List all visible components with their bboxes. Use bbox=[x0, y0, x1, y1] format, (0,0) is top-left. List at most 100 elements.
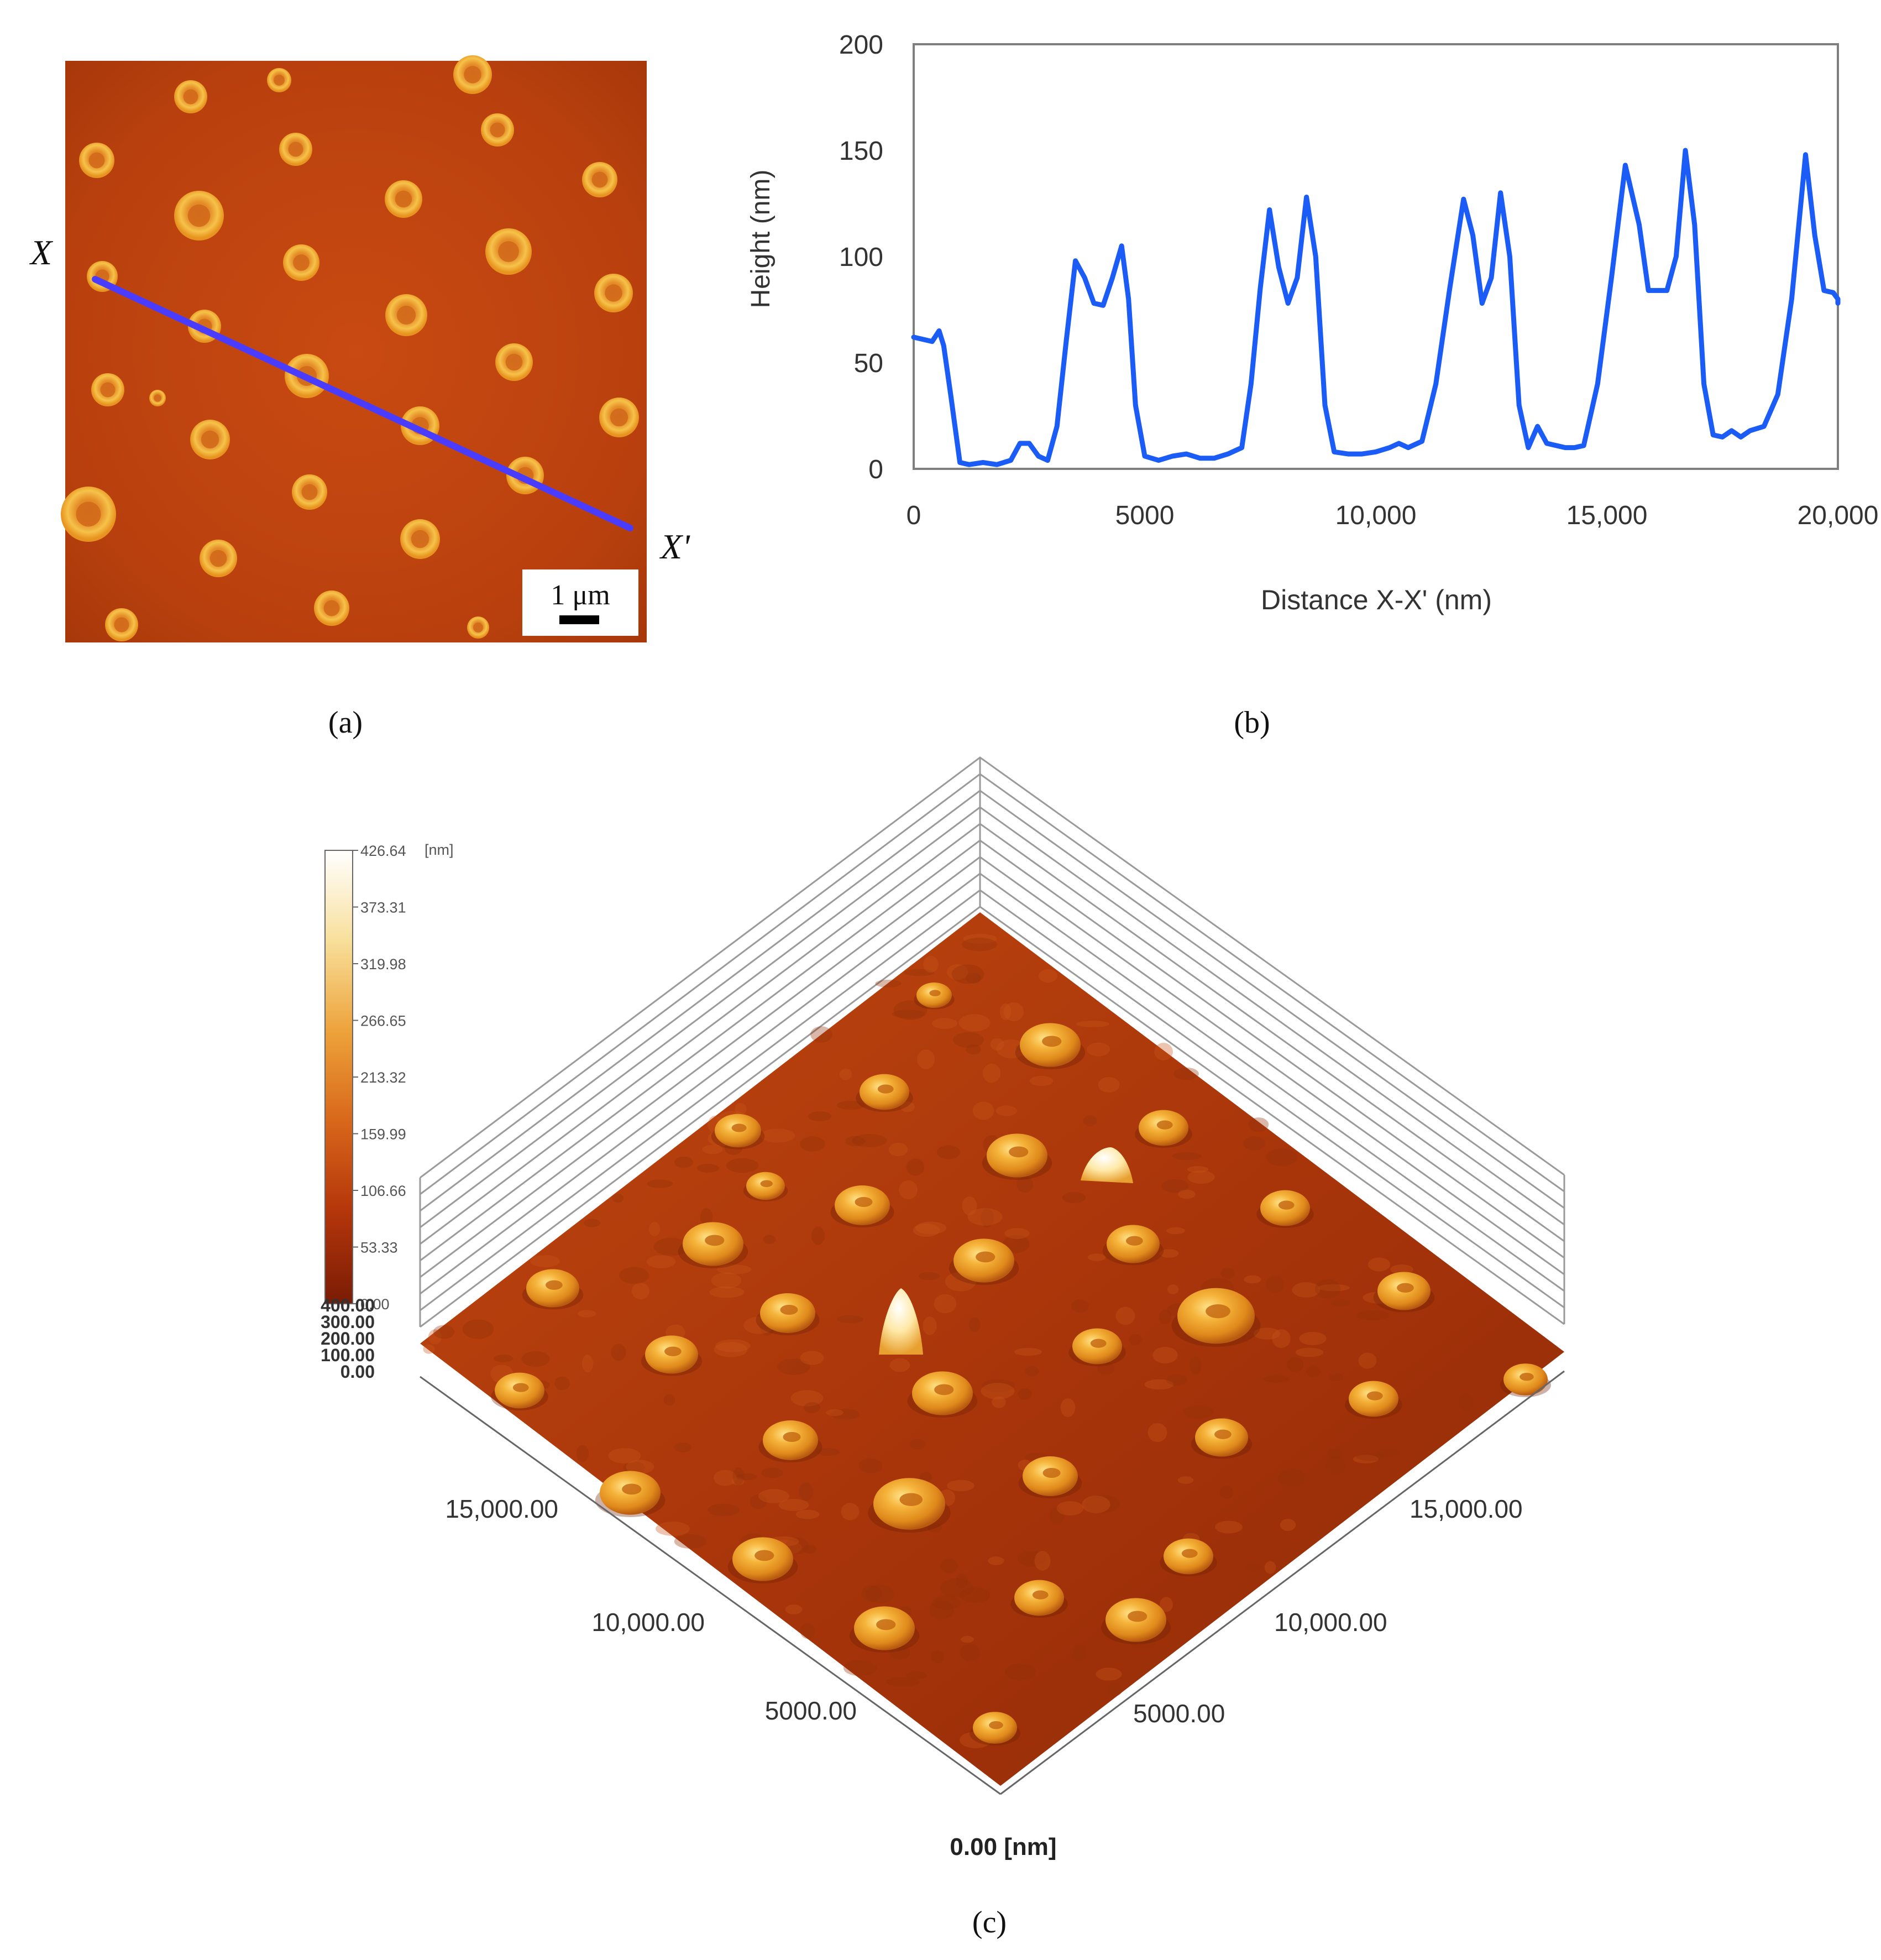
surface-grain bbox=[899, 1180, 918, 1200]
surface-grain bbox=[982, 1063, 1001, 1083]
surface-grain bbox=[611, 1344, 626, 1361]
surface-grain bbox=[963, 934, 997, 944]
colorbar-tick-label: 159.99 bbox=[360, 1126, 406, 1143]
surface-grain bbox=[1266, 1276, 1285, 1293]
surface-grain bbox=[810, 1026, 832, 1043]
surface-grain bbox=[841, 1503, 860, 1520]
bump-crater bbox=[664, 1346, 682, 1356]
surface-grain bbox=[966, 1044, 981, 1055]
surface-grain bbox=[1115, 1306, 1135, 1325]
surface-grain bbox=[696, 1164, 720, 1173]
surface-grain bbox=[761, 1467, 783, 1478]
surface-grain bbox=[714, 1470, 737, 1486]
surface-grain bbox=[1356, 1452, 1386, 1461]
afm-feature-core bbox=[154, 394, 161, 402]
panel-b: 0 50 100 150 200 0 5000 10,000 15,000 20,000 Hei… bbox=[746, 30, 1878, 740]
surface-grain bbox=[1083, 1115, 1097, 1126]
surface-grain bbox=[940, 1558, 958, 1574]
surface-grain bbox=[1243, 1136, 1265, 1151]
surface-grain bbox=[702, 1144, 723, 1154]
surface-grain bbox=[646, 1255, 676, 1268]
bump-crater bbox=[1128, 1611, 1148, 1622]
scale-bar-box bbox=[522, 569, 638, 636]
surface-grain bbox=[1096, 1668, 1122, 1681]
surface-grain bbox=[731, 1477, 745, 1486]
surface-grain bbox=[521, 1351, 550, 1367]
bump-crater bbox=[899, 1493, 923, 1506]
surface-grain bbox=[732, 1467, 745, 1485]
bump-crater bbox=[989, 1721, 1003, 1729]
marker-end-label: X' bbox=[659, 527, 690, 566]
afm-feature-core bbox=[274, 75, 285, 86]
surface-grain bbox=[830, 1409, 860, 1420]
afm-feature-core bbox=[610, 408, 628, 427]
surface-grain bbox=[862, 1585, 882, 1602]
bump-crater bbox=[934, 1384, 954, 1395]
surface-grain bbox=[1098, 1076, 1120, 1093]
surface-grain bbox=[1306, 1366, 1321, 1378]
surface-grain bbox=[714, 1342, 748, 1357]
surface-grain bbox=[554, 1376, 570, 1391]
bump-crater bbox=[755, 1550, 774, 1561]
surface-grain bbox=[1328, 1373, 1344, 1381]
surface-grain bbox=[961, 1635, 974, 1643]
surface-grain bbox=[707, 1503, 740, 1517]
surface-grain bbox=[960, 1587, 991, 1603]
surface-grain bbox=[1299, 1332, 1327, 1345]
surface-grain bbox=[608, 1448, 641, 1464]
surface-grain bbox=[917, 1049, 935, 1069]
surface-grain bbox=[958, 1014, 991, 1032]
surface-grain bbox=[1152, 1346, 1178, 1364]
surface-grain bbox=[1215, 1520, 1243, 1534]
bump-crater bbox=[546, 1280, 563, 1290]
surface-grain bbox=[1330, 1299, 1350, 1307]
surface-grain bbox=[1254, 1327, 1280, 1340]
surface-grain bbox=[674, 1534, 707, 1549]
afm-feature-core bbox=[288, 142, 303, 157]
surface-grain bbox=[940, 1578, 974, 1598]
surface-grain bbox=[1073, 1644, 1086, 1662]
colorbar-tick-label: 319.98 bbox=[360, 956, 406, 973]
surface-grain bbox=[1018, 1388, 1032, 1400]
y-tick-label: 100 bbox=[839, 243, 883, 272]
surface-grain bbox=[808, 1111, 832, 1121]
surface-grain bbox=[1159, 1309, 1172, 1325]
surface-grain bbox=[1097, 1362, 1115, 1375]
surface-grain bbox=[581, 1354, 594, 1373]
y-tick-label: 0 bbox=[868, 455, 883, 484]
surface-grain bbox=[992, 1396, 1006, 1408]
x-tick-label: 5000 bbox=[1115, 501, 1175, 530]
y-tick-label: 200 bbox=[839, 30, 883, 60]
surface-grain bbox=[790, 1390, 824, 1407]
surface-grain bbox=[1016, 1176, 1034, 1193]
surface-grain bbox=[1017, 1550, 1047, 1567]
bump-crater bbox=[1520, 1373, 1534, 1381]
surface-grain bbox=[1183, 1405, 1214, 1419]
afm-feature-core bbox=[76, 501, 101, 527]
afm-feature-core bbox=[301, 484, 318, 500]
surface-grain bbox=[1318, 1284, 1350, 1292]
z-tick-label: 400.00 bbox=[321, 1295, 375, 1315]
surface-grain bbox=[578, 1310, 596, 1318]
surface-grain bbox=[656, 1522, 690, 1536]
bump-crater bbox=[876, 1619, 896, 1630]
right-axis-tick-label: 5000.00 bbox=[1133, 1699, 1225, 1728]
surface-grain bbox=[785, 1604, 803, 1614]
surface-grain bbox=[981, 1208, 994, 1228]
afm-feature-core bbox=[395, 190, 412, 208]
surface-grain bbox=[918, 1272, 940, 1280]
bump-crater bbox=[1126, 1236, 1143, 1246]
surface-grain bbox=[716, 1264, 752, 1274]
bump-crater bbox=[1214, 1429, 1232, 1439]
surface-grain bbox=[1004, 1228, 1030, 1239]
surface-grain bbox=[1062, 1192, 1086, 1203]
panel-a: X X' 1 μm (a) bbox=[29, 55, 690, 740]
surface-grain bbox=[1034, 1551, 1051, 1571]
bump-crater bbox=[731, 1123, 747, 1132]
bump-crater bbox=[760, 1180, 773, 1188]
surface-grain bbox=[736, 1473, 757, 1481]
surface-grain bbox=[982, 1379, 1015, 1392]
sharp-peak bbox=[879, 1288, 923, 1355]
surface-grain bbox=[990, 1038, 1004, 1051]
surface-grain bbox=[947, 1480, 974, 1492]
